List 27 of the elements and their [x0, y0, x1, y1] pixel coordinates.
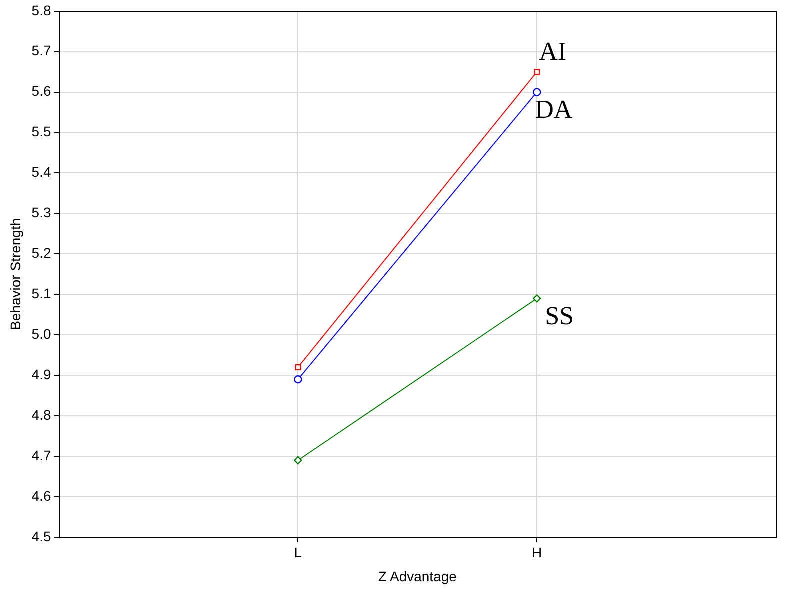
point	[534, 69, 540, 76]
y-axis-title: Behavior Strength	[7, 218, 24, 330]
y-tick-label: 5.5	[32, 124, 52, 140]
y-tick-label: 5.4	[32, 164, 52, 180]
y-tick-label: 4.6	[32, 488, 52, 504]
point	[295, 364, 302, 371]
point	[294, 376, 302, 384]
series-label: DA	[535, 95, 573, 124]
y-tick-label: 5.6	[32, 83, 52, 100]
y-tick-label: 5.8	[32, 2, 52, 18]
y-tick-label: 5.1	[32, 285, 52, 302]
point	[294, 456, 302, 465]
series-label: AI	[539, 36, 567, 66]
y-tick-label: 5.7	[32, 42, 52, 59]
y-tick-label: 4.8	[32, 406, 52, 423]
x-tick-label: L	[294, 544, 302, 561]
point	[532, 294, 542, 303]
y-tick-label: 5.0	[32, 326, 52, 342]
y-tick-label: 4.5	[32, 528, 52, 544]
y-tick-label: 4.9	[32, 366, 52, 382]
point	[532, 88, 542, 96]
y-tick-label: 4.7	[32, 447, 52, 464]
series-label: SS	[545, 302, 574, 331]
x-tick-label: H	[532, 544, 542, 561]
y-tick-label: 5.2	[32, 245, 52, 262]
x-axis-title: Z Advantage	[378, 568, 458, 584]
y-tick-label: 5.3	[32, 204, 52, 221]
